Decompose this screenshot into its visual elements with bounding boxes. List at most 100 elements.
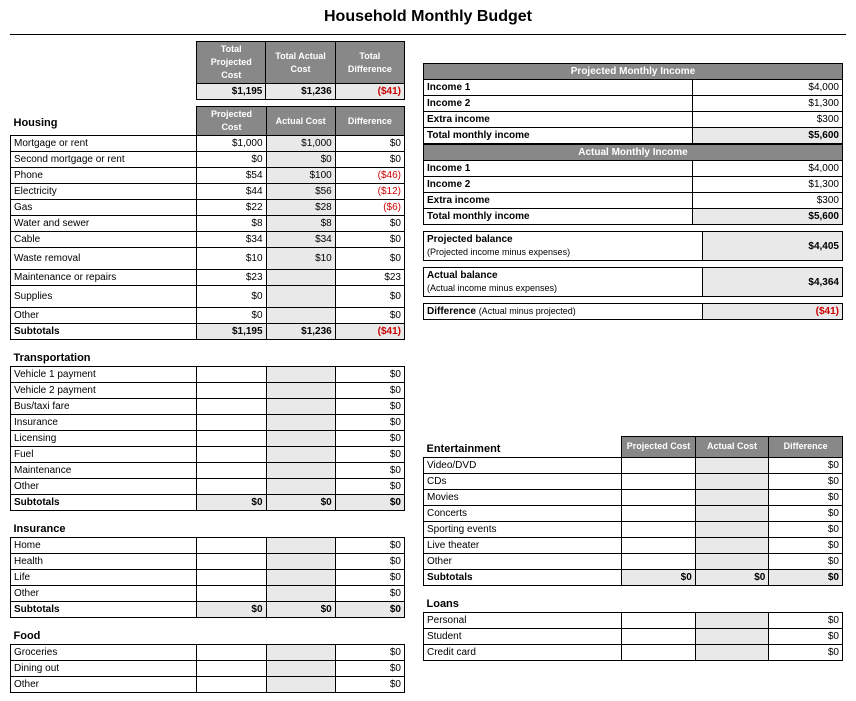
actual-cell[interactable] (266, 399, 335, 415)
actual-cell[interactable] (266, 308, 335, 324)
projected-cell[interactable] (197, 479, 266, 495)
actual-cell[interactable] (266, 554, 335, 570)
expense-row: Other$0 (11, 479, 405, 495)
projected-cell[interactable] (197, 554, 266, 570)
diff-cell: $0 (769, 489, 843, 505)
projected-cell[interactable]: $23 (197, 270, 266, 286)
projected-cell[interactable]: $8 (197, 216, 266, 232)
actual-cell[interactable] (695, 553, 769, 569)
section-title: Housing (11, 107, 197, 136)
page-title: Household Monthly Budget (10, 8, 846, 26)
row-label: Other (11, 677, 197, 693)
actual-cell[interactable] (266, 538, 335, 554)
actual-cell[interactable] (695, 457, 769, 473)
income-value[interactable]: $300 (693, 112, 843, 128)
actual-cell[interactable] (695, 612, 769, 628)
projected-cell[interactable]: $0 (197, 152, 266, 168)
section-title: Loans (424, 592, 622, 613)
actual-cell[interactable] (266, 383, 335, 399)
income-value[interactable]: $4,000 (693, 80, 843, 96)
projected-cell[interactable]: $54 (197, 168, 266, 184)
col-header: Difference (769, 437, 843, 458)
projected-cell[interactable] (197, 645, 266, 661)
actual-cell[interactable] (266, 286, 335, 308)
actual-cell[interactable] (695, 473, 769, 489)
projected-cell[interactable]: $34 (197, 232, 266, 248)
actual-cell[interactable] (695, 505, 769, 521)
projected-cell[interactable] (197, 367, 266, 383)
projected-cell[interactable] (622, 457, 696, 473)
projected-cell[interactable] (622, 505, 696, 521)
projected-cell[interactable] (622, 537, 696, 553)
actual-cell[interactable] (695, 628, 769, 644)
actual-cell[interactable]: $56 (266, 184, 335, 200)
income-value[interactable]: $4,000 (693, 161, 843, 177)
projected-cell[interactable] (622, 644, 696, 660)
diff-cell: $0 (335, 677, 404, 693)
actual-cell[interactable] (266, 270, 335, 286)
actual-cell[interactable] (695, 521, 769, 537)
actual-cell[interactable]: $100 (266, 168, 335, 184)
actual-cell[interactable] (266, 570, 335, 586)
actual-cell[interactable]: $1,000 (266, 136, 335, 152)
actual-cell[interactable] (695, 489, 769, 505)
actual-cell[interactable] (266, 463, 335, 479)
projected-cell[interactable] (197, 677, 266, 693)
projected-cell[interactable]: $0 (197, 308, 266, 324)
actual-cell[interactable]: $28 (266, 200, 335, 216)
expense-row: Vehicle 1 payment$0 (11, 367, 405, 383)
projected-cell[interactable] (197, 431, 266, 447)
projected-cell[interactable] (197, 538, 266, 554)
projected-cell[interactable] (197, 399, 266, 415)
diff-cell: $0 (335, 216, 404, 232)
actual-cell[interactable] (266, 645, 335, 661)
projected-cell[interactable] (197, 570, 266, 586)
projected-cell[interactable] (622, 628, 696, 644)
actual-cell[interactable]: $8 (266, 216, 335, 232)
projected-cell[interactable] (197, 586, 266, 602)
actual-cell[interactable] (266, 415, 335, 431)
projected-cell[interactable] (622, 473, 696, 489)
expense-row: Student$0 (424, 628, 843, 644)
projected-cell[interactable] (622, 489, 696, 505)
projected-cell[interactable] (197, 447, 266, 463)
diff-cell: ($46) (335, 168, 404, 184)
actual-cell[interactable] (266, 479, 335, 495)
expense-section: HousingProjected CostActual CostDifferen… (10, 106, 405, 340)
projected-cell[interactable] (622, 521, 696, 537)
income-value[interactable]: $300 (693, 193, 843, 209)
projected-cell[interactable]: $10 (197, 248, 266, 270)
projected-cell[interactable]: $0 (197, 286, 266, 308)
expense-row: Other$0 (424, 553, 843, 569)
col-header: Actual Cost (695, 437, 769, 458)
actual-cell[interactable] (266, 367, 335, 383)
actual-cell[interactable]: $0 (266, 152, 335, 168)
income-block: Actual Monthly IncomeIncome 1$4,000Incom… (423, 144, 843, 225)
diff-cell: $0 (335, 152, 404, 168)
projected-cell[interactable] (197, 463, 266, 479)
actual-cell[interactable] (266, 586, 335, 602)
projected-cell[interactable] (197, 415, 266, 431)
actual-cell[interactable]: $10 (266, 248, 335, 270)
actual-cell[interactable] (266, 431, 335, 447)
actual-cell[interactable] (695, 537, 769, 553)
projected-cell[interactable]: $22 (197, 200, 266, 216)
actual-cell[interactable] (266, 447, 335, 463)
actual-cell[interactable]: $34 (266, 232, 335, 248)
projected-cell[interactable]: $1,000 (197, 136, 266, 152)
projected-cell[interactable] (197, 661, 266, 677)
projected-cell[interactable] (622, 553, 696, 569)
income-title: Actual Monthly Income (424, 145, 843, 161)
projected-cell[interactable]: $44 (197, 184, 266, 200)
summary-header: Total Actual Cost (266, 42, 335, 84)
actual-cell[interactable] (266, 661, 335, 677)
diff-cell: $0 (769, 457, 843, 473)
income-value[interactable]: $1,300 (693, 96, 843, 112)
projected-cell[interactable] (197, 383, 266, 399)
actual-cell[interactable] (695, 644, 769, 660)
expense-row: Vehicle 2 payment$0 (11, 383, 405, 399)
projected-cell[interactable] (622, 612, 696, 628)
actual-cell[interactable] (266, 677, 335, 693)
income-value[interactable]: $1,300 (693, 177, 843, 193)
income-row: Income 1$4,000 (424, 161, 843, 177)
